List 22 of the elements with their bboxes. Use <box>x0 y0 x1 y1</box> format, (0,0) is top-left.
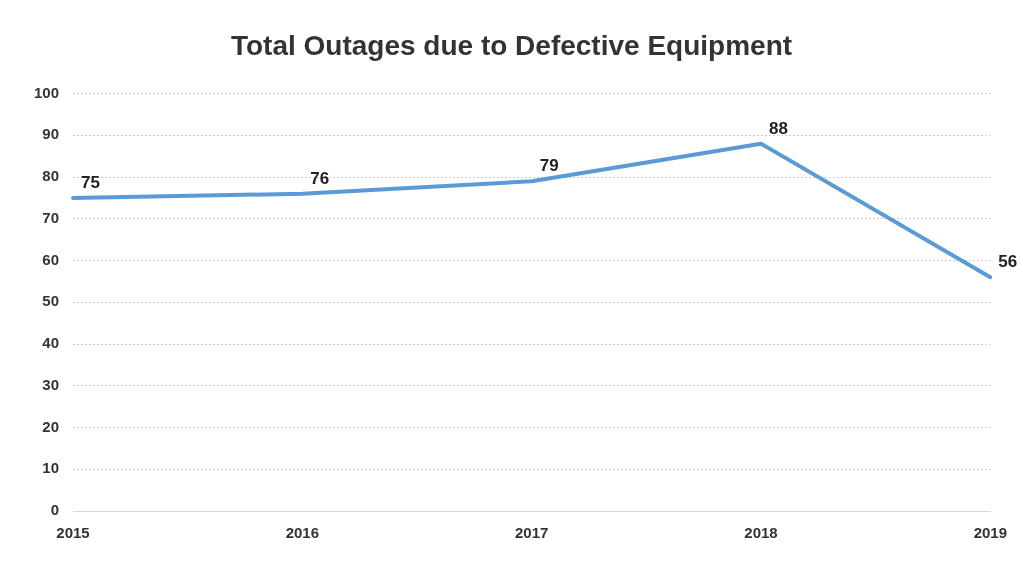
data-label: 88 <box>768 118 788 138</box>
data-label: 75 <box>81 173 100 193</box>
x-tick-label: 2018 <box>744 524 778 542</box>
y-tick-label: 20 <box>42 417 60 435</box>
data-label: 56 <box>998 252 1018 272</box>
data-label: 76 <box>310 168 330 188</box>
x-tick-label: 2019 <box>973 524 1007 542</box>
y-tick-label: 30 <box>42 375 60 393</box>
y-tick-label: 90 <box>42 125 60 143</box>
y-tick-label: 70 <box>42 208 60 226</box>
x-tick-label: 2017 <box>514 524 549 542</box>
y-tick-label: 0 <box>50 501 60 519</box>
data-label: 79 <box>539 156 559 176</box>
y-tick-label: 40 <box>42 334 60 352</box>
y-tick-label: 60 <box>42 250 60 268</box>
y-tick-label: 100 <box>34 83 60 101</box>
chart-title: Total Outages due to Defective Equipment <box>230 29 793 61</box>
y-tick-label: 50 <box>42 292 60 310</box>
y-tick-label: 80 <box>42 167 60 185</box>
x-tick-label: 2015 <box>56 524 90 542</box>
y-tick-label: 10 <box>42 459 60 477</box>
x-tick-label: 2016 <box>285 524 320 542</box>
